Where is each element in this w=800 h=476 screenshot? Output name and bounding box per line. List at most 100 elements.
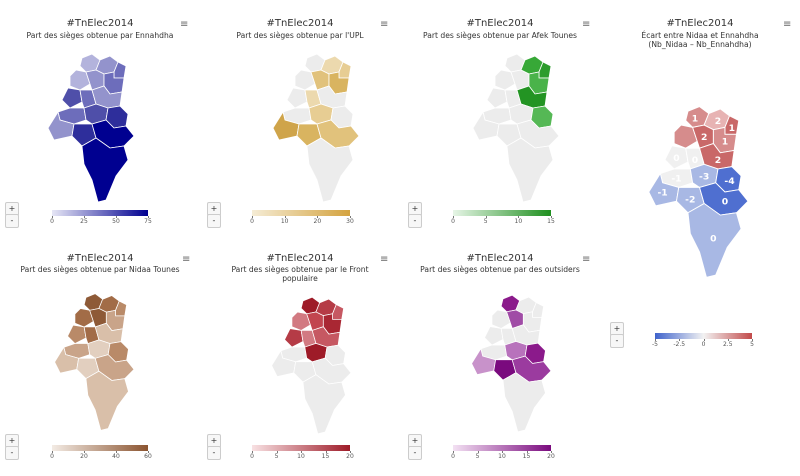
region-value-label: 1	[692, 114, 698, 125]
region-value-label: 0	[673, 153, 679, 164]
map-afek	[472, 53, 560, 203]
menu-icon[interactable]: ≡	[783, 19, 792, 30]
legend-tick-mark	[502, 451, 503, 453]
legend-gradient-bar	[52, 445, 148, 451]
map-panel-ecart: #TnElec2014 Écart entre Nidaa et Ennahdh…	[600, 0, 800, 360]
map-outsiders	[471, 294, 552, 433]
map-ecart: 1 212 10 0 2-1 -3 -4-1-2 00	[648, 106, 749, 278]
menu-icon[interactable]: ≡	[582, 19, 591, 30]
legend-tick-mark	[116, 451, 117, 453]
legend-tick-label: 10	[280, 218, 289, 225]
legend-tick-mark	[551, 451, 552, 453]
legend-tick-mark	[477, 451, 479, 453]
panel-title: #TnElec2014	[466, 253, 534, 264]
legend-tick-mark	[727, 339, 729, 341]
legend-tick-mark	[148, 451, 149, 453]
legend-tick-label: 50	[112, 218, 120, 225]
zoom-out-button[interactable]: -	[408, 214, 422, 228]
region-value-label: 0	[710, 234, 716, 245]
map-panel-front: #TnElec2014 Part des sièges obtenue par …	[200, 238, 400, 476]
governorate-region[interactable]	[85, 370, 129, 431]
governorate-region[interactable]	[306, 137, 354, 203]
map-panel-nidaa: #TnElec2014 Part des sièges obtenue par …	[0, 238, 200, 476]
panel-title: #TnElec2014	[466, 18, 534, 29]
map-panel-ennahdha: #TnElec2014 Part des sièges obtenue par …	[0, 0, 200, 238]
legend-tick-label: 15	[547, 218, 555, 225]
governorate-region[interactable]	[502, 372, 546, 433]
governorate-region[interactable]	[506, 137, 554, 203]
menu-icon[interactable]: ≡	[380, 19, 389, 30]
legend-gradient-bar	[453, 210, 551, 216]
map-panel-afek: #TnElec2014 Part des sièges obtenue par …	[400, 0, 600, 238]
legend-tick-label: 40	[112, 453, 120, 460]
legend-tick-mark	[252, 216, 253, 218]
legend-tick-mark	[526, 451, 528, 453]
governorate-region[interactable]	[81, 137, 129, 203]
zoom-out-button[interactable]: -	[207, 446, 221, 460]
region-value-label: 0	[692, 155, 698, 166]
legend-tick-label: 75	[144, 218, 152, 225]
region-value-label: -3	[699, 171, 709, 182]
legend-gradient-bar	[252, 210, 350, 216]
legend-tick-label: 10	[514, 218, 523, 225]
legend-tick-mark	[148, 216, 149, 218]
region-value-label: 2	[715, 116, 721, 127]
legend-tick-label: 0	[451, 453, 455, 460]
legend-tick-label: 10	[297, 453, 305, 460]
region-value-label: -1	[657, 187, 667, 198]
legend-tick-mark	[752, 339, 753, 341]
legend-tick-mark	[350, 451, 351, 453]
legend-tick-label: 5	[483, 218, 488, 225]
governorate-region[interactable]	[67, 324, 87, 344]
legend-tick-mark	[317, 216, 319, 218]
map-upl	[272, 53, 360, 203]
governorate-region[interactable]	[284, 328, 304, 348]
menu-icon[interactable]: ≡	[180, 19, 189, 30]
legend-tick-label: 30	[346, 218, 354, 225]
map-nidaa	[54, 293, 135, 431]
region-value-label: 1	[729, 123, 735, 134]
governorate-region[interactable]	[286, 87, 308, 109]
region-value-label: -4	[724, 176, 734, 187]
governorate-region[interactable]	[61, 87, 83, 109]
legend-gradient-bar	[453, 445, 551, 451]
legend-tick-mark	[453, 451, 454, 453]
legend-tick-mark	[84, 216, 85, 218]
map-front	[271, 296, 352, 435]
zoom-out-button[interactable]: -	[408, 446, 422, 460]
menu-icon[interactable]: ≡	[182, 254, 191, 265]
zoom-out-button[interactable]: -	[207, 214, 221, 228]
panel-subtitle: Part des sièges obtenue par le Front pop…	[231, 265, 369, 283]
panel-subtitle: Écart entre Nidaa et Ennahdha (Nb_Nidaa …	[641, 31, 759, 49]
zoom-out-button[interactable]: -	[5, 446, 19, 460]
legend-tick-label: 15	[522, 453, 531, 460]
zoom-in-button[interactable]: +	[207, 202, 221, 216]
region-value-label: -1	[671, 174, 681, 185]
legend-tick-label: 20	[547, 453, 555, 460]
governorate-region[interactable]	[484, 326, 504, 346]
legend-tick-mark	[679, 339, 681, 341]
region-value-label: 2	[715, 155, 721, 166]
zoom-out-button[interactable]: -	[5, 214, 19, 228]
legend-tick-label: 5	[274, 453, 279, 460]
zoom-in-button[interactable]: +	[207, 434, 221, 448]
menu-icon[interactable]: ≡	[582, 254, 591, 265]
legend-tick-mark	[52, 216, 53, 218]
zoom-out-button[interactable]: -	[610, 334, 624, 348]
legend-tick-mark	[655, 339, 656, 341]
legend-gradient-bar	[252, 445, 350, 451]
region-value-label: 1	[722, 137, 728, 148]
legend-gradient-bar	[52, 210, 148, 216]
legend-tick-mark	[485, 216, 487, 218]
legend-tick-label: 0	[250, 453, 254, 460]
governorate-region[interactable]	[486, 87, 508, 109]
governorate-region[interactable]	[687, 202, 742, 278]
legend-tick-label: 0	[50, 218, 54, 225]
legend-tick-mark	[276, 451, 278, 453]
legend-tick-label: 0	[701, 341, 706, 348]
legend-tick-mark	[116, 216, 117, 218]
governorate-region[interactable]	[302, 374, 346, 435]
governorate-region[interactable]	[664, 145, 689, 170]
legend-tick-mark	[284, 216, 286, 218]
menu-icon[interactable]: ≡	[380, 254, 389, 265]
